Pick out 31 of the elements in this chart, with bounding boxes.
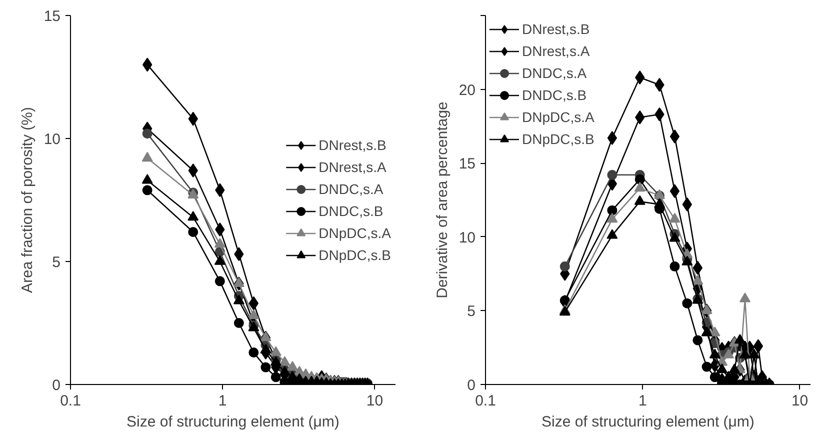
x-tick-label: 1	[638, 392, 647, 410]
legend-label: DNDC,s.A	[318, 180, 384, 196]
legend-label: DNpDC,s.B	[318, 246, 391, 262]
legend-label: DNrest,s.A	[318, 158, 386, 174]
x-tick-label: 10	[791, 392, 808, 410]
y-tick-label: 0	[52, 377, 60, 394]
y-tick-label: 10	[44, 131, 61, 148]
legend-label: DNrest,s.B	[522, 21, 590, 37]
y-tick-label: 20	[458, 82, 476, 99]
legend-label: DNDC,s.B	[318, 202, 384, 218]
legend-label: DNDC,s.A	[522, 65, 587, 81]
legend-label: DNDC,s.B	[522, 87, 587, 103]
legend-label: DNrest,s.A	[522, 43, 590, 59]
y-tick-label: 15	[458, 156, 476, 173]
legend-label: DNpDC,s.A	[318, 224, 391, 240]
legend-label: DNpDC,s.A	[522, 109, 594, 125]
legend-label: DNpDC,s.B	[522, 131, 594, 147]
y-tick-label: 15	[44, 8, 61, 25]
x-tick-label: 10	[366, 392, 384, 410]
y-tick-label: 5	[467, 303, 476, 320]
y-tick-label: 5	[52, 254, 60, 271]
x-tick-label: 0.1	[475, 392, 496, 410]
x-tick-label: 0.1	[60, 392, 81, 410]
legend-label: DNrest,s.B	[318, 136, 386, 152]
y-tick-label: 10	[458, 229, 476, 246]
x-axis-title: Size of structuring element (μm)	[126, 414, 340, 430]
y-axis-title: Area fraction of porosity (%)	[18, 107, 36, 293]
y-tick-label: 0	[467, 377, 476, 394]
y-axis-title: Derivative of area percentage	[434, 102, 451, 298]
x-axis-title: Size of structuring element (μm)	[542, 414, 754, 430]
x-tick-label: 1	[218, 392, 227, 410]
